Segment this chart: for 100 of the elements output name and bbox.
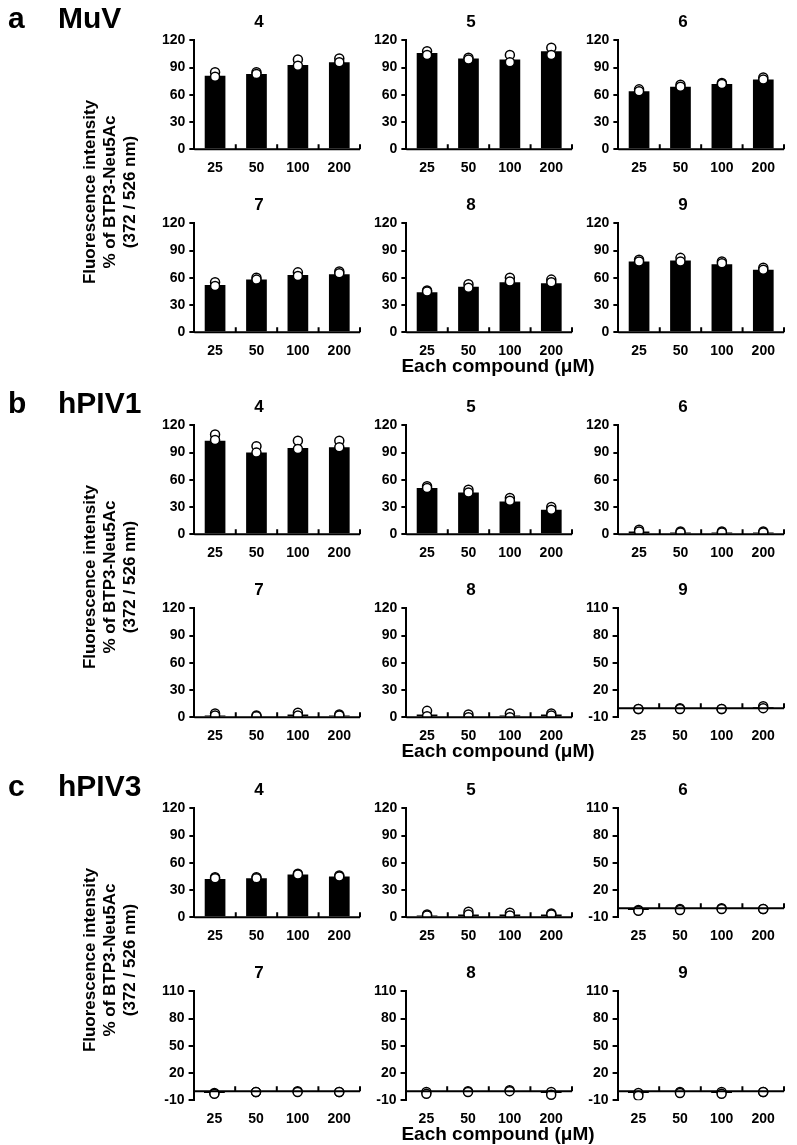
y-tick-label: 120 bbox=[162, 416, 186, 433]
y-tick-label: 20 bbox=[381, 1063, 397, 1080]
chart-title: 8 bbox=[466, 579, 476, 599]
y-tick-label: 30 bbox=[169, 880, 186, 897]
x-tick-label: 25 bbox=[419, 927, 436, 944]
x-tick-label: 200 bbox=[751, 1110, 776, 1127]
y-tick-label: 50 bbox=[593, 853, 609, 870]
y-tick-label: 60 bbox=[593, 470, 610, 487]
y-tick-label: 20 bbox=[593, 880, 609, 897]
x-tick-label: 25 bbox=[207, 342, 224, 359]
x-tick-label: 100 bbox=[710, 544, 734, 561]
y-tick-label: 90 bbox=[169, 443, 186, 460]
y-tick-label: 90 bbox=[593, 443, 610, 460]
x-tick-label: 25 bbox=[419, 159, 436, 176]
x-tick-label: 100 bbox=[285, 1110, 310, 1127]
y-tick-label: 30 bbox=[593, 497, 610, 514]
y-tick-label: -10 bbox=[588, 708, 609, 725]
x-tick-label: 200 bbox=[751, 727, 776, 744]
chart-title: 4 bbox=[254, 11, 265, 31]
y-tick-label: 90 bbox=[593, 58, 610, 75]
y-axis-title: Fluorescence intensity % of BTP3-Neu5Ac (372 / 526 nm) bbox=[80, 484, 140, 670]
x-tick-label: 200 bbox=[327, 544, 352, 561]
x-tick-label: 50 bbox=[460, 544, 477, 561]
y-tick-label: 120 bbox=[162, 799, 186, 816]
y-tick-label: 60 bbox=[381, 470, 398, 487]
chart-title: 7 bbox=[254, 962, 264, 982]
text: b bbox=[8, 386, 27, 419]
x-tick-label: 100 bbox=[286, 159, 310, 176]
y-tick-label: 30 bbox=[381, 295, 398, 312]
x-tick-label: 200 bbox=[327, 342, 352, 359]
chart-title: 7 bbox=[254, 194, 264, 214]
x-tick-label: 50 bbox=[672, 342, 689, 359]
text: MuV bbox=[58, 1, 122, 34]
x-tick-label: 200 bbox=[539, 159, 564, 176]
x-tick-label: 200 bbox=[539, 927, 564, 944]
x-tick-label: 100 bbox=[498, 927, 522, 944]
x-tick-label: 100 bbox=[286, 342, 310, 359]
x-tick-label: 25 bbox=[630, 927, 647, 944]
x-tick-label: 100 bbox=[710, 159, 734, 176]
chart-title: 5 bbox=[466, 779, 476, 799]
y-tick-label: 120 bbox=[162, 31, 186, 48]
y-tick-label: -10 bbox=[164, 1091, 185, 1108]
x-tick-label: 50 bbox=[248, 544, 265, 561]
x-tick-label: 50 bbox=[672, 159, 689, 176]
y-tick-label: 120 bbox=[586, 416, 610, 433]
x-tick-label: 200 bbox=[327, 1110, 352, 1127]
y-tick-label: 60 bbox=[381, 268, 398, 285]
y-tick-label: 80 bbox=[593, 826, 609, 843]
y-tick-label: 120 bbox=[374, 599, 398, 616]
y-tick-label: 0 bbox=[389, 908, 398, 925]
x-tick-label: 100 bbox=[286, 544, 310, 561]
chart-title: 9 bbox=[678, 579, 688, 599]
chart-title: 5 bbox=[466, 11, 476, 31]
y-tick-label: 110 bbox=[161, 982, 185, 999]
x-tick-label: 25 bbox=[630, 727, 647, 744]
y-tick-label: 110 bbox=[585, 799, 609, 816]
chart-title: 7 bbox=[254, 579, 264, 599]
y-tick-label: 30 bbox=[593, 112, 610, 129]
chart-title: 6 bbox=[678, 396, 688, 416]
y-tick-label: -10 bbox=[588, 908, 609, 925]
x-tick-label: 50 bbox=[672, 727, 688, 744]
y-tick-label: 120 bbox=[162, 599, 186, 616]
y-axis-title: Fluorescence intensity % of BTP3-Neu5Ac (372 / 526 nm) bbox=[80, 99, 140, 285]
y-tick-label: 120 bbox=[374, 799, 398, 816]
y-tick-label: 90 bbox=[169, 826, 186, 843]
y-tick-label: 60 bbox=[381, 85, 398, 102]
x-tick-label: 50 bbox=[672, 927, 688, 944]
y-tick-label: 50 bbox=[593, 653, 609, 670]
y-tick-label: 0 bbox=[389, 525, 398, 542]
y-tick-label: 80 bbox=[381, 1009, 397, 1026]
x-tick-label: 200 bbox=[327, 727, 352, 744]
y-tick-label: 0 bbox=[601, 525, 610, 542]
chart-title: 4 bbox=[254, 396, 265, 416]
y-tick-label: 20 bbox=[593, 1063, 609, 1080]
y-tick-label: 0 bbox=[177, 525, 186, 542]
y-tick-label: 90 bbox=[381, 443, 398, 460]
y-tick-label: 60 bbox=[169, 653, 186, 670]
x-tick-label: 50 bbox=[248, 927, 265, 944]
x-tick-label: 200 bbox=[751, 159, 776, 176]
chart-title: 4 bbox=[254, 779, 265, 799]
chart-title: 8 bbox=[466, 194, 476, 214]
y-tick-label: 90 bbox=[169, 241, 186, 258]
x-tick-label: 50 bbox=[672, 544, 689, 561]
y-tick-label: 90 bbox=[381, 241, 398, 258]
y-tick-label: 50 bbox=[169, 1036, 185, 1053]
y-tick-label: 30 bbox=[169, 112, 186, 129]
y-tick-label: 120 bbox=[586, 214, 610, 231]
y-tick-label: 90 bbox=[169, 626, 186, 643]
y-tick-label: 30 bbox=[381, 112, 398, 129]
x-tick-label: 200 bbox=[327, 159, 352, 176]
y-tick-label: -10 bbox=[376, 1091, 397, 1108]
y-tick-label: 110 bbox=[585, 599, 609, 616]
x-tick-label: 50 bbox=[248, 342, 265, 359]
x-tick-label: 25 bbox=[631, 159, 648, 176]
y-tick-label: 90 bbox=[593, 241, 610, 258]
chart-title: 9 bbox=[678, 962, 688, 982]
y-tick-label: 0 bbox=[177, 908, 186, 925]
y-tick-label: 90 bbox=[169, 58, 186, 75]
y-tick-label: 60 bbox=[169, 470, 186, 487]
y-tick-label: 0 bbox=[601, 323, 610, 340]
